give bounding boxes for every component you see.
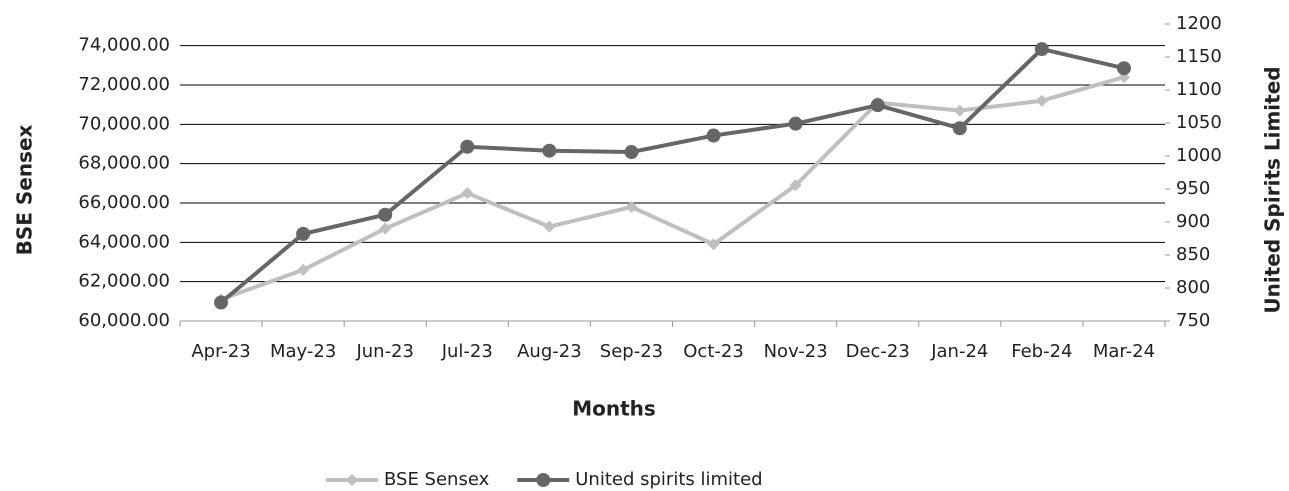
y-tick-label: 70,000.00 bbox=[78, 113, 170, 134]
legend-label: BSE Sensex bbox=[384, 469, 490, 490]
y2-tick-label: 950 bbox=[1176, 178, 1210, 199]
y-tick-label: 68,000.00 bbox=[78, 153, 170, 174]
x-tick-label: Jan-24 bbox=[930, 341, 988, 362]
data-point bbox=[296, 226, 311, 241]
x-tick-label: Sep-23 bbox=[600, 341, 663, 362]
x-axis-title: Months bbox=[572, 397, 656, 421]
x-tick-label: Jun-23 bbox=[355, 341, 414, 362]
y-tick-label: 74,000.00 bbox=[78, 35, 170, 56]
x-tick-label: Apr-23 bbox=[191, 341, 250, 362]
y2-tick-label: 1150 bbox=[1176, 46, 1222, 67]
data-point bbox=[1035, 94, 1048, 107]
legend-label: United spirits limited bbox=[575, 469, 762, 490]
legend-marker bbox=[536, 473, 551, 487]
data-point bbox=[214, 295, 229, 310]
y2-tick-label: 1000 bbox=[1176, 145, 1222, 166]
y-tick-label: 66,000.00 bbox=[78, 192, 170, 213]
legend-marker bbox=[346, 474, 358, 486]
y2-axis-title: United Spirits Limited bbox=[1261, 66, 1285, 313]
x-tick-label: Oct-23 bbox=[683, 341, 744, 362]
data-point bbox=[952, 121, 967, 136]
data-point bbox=[378, 207, 393, 222]
y2-tick-label: 750 bbox=[1176, 310, 1210, 331]
data-point bbox=[543, 220, 556, 233]
data-point bbox=[461, 187, 474, 200]
data-point bbox=[1034, 42, 1049, 57]
y-tick-label: 64,000.00 bbox=[78, 231, 170, 252]
y-tick-label: 60,000.00 bbox=[78, 310, 170, 331]
y-axis-title: BSE Sensex bbox=[13, 124, 37, 255]
x-tick-label: Aug-23 bbox=[517, 341, 582, 362]
data-point bbox=[789, 179, 802, 192]
y2-tick-label: 850 bbox=[1176, 244, 1210, 265]
data-point bbox=[788, 116, 803, 131]
y-tick-label: 62,000.00 bbox=[78, 271, 170, 292]
data-point bbox=[706, 128, 721, 143]
x-tick-label: Dec-23 bbox=[846, 341, 910, 362]
x-tick-label: Jul-23 bbox=[441, 341, 493, 362]
y2-tick-label: 900 bbox=[1176, 211, 1210, 232]
data-point bbox=[707, 238, 720, 251]
series-line bbox=[220, 75, 1125, 302]
data-point bbox=[953, 104, 966, 117]
x-tick-label: Mar-24 bbox=[1093, 341, 1155, 362]
series-line bbox=[219, 46, 1125, 305]
y2-tick-label: 800 bbox=[1176, 277, 1210, 298]
y2-tick-label: 1100 bbox=[1176, 79, 1222, 100]
data-point bbox=[624, 145, 639, 160]
x-tick-label: May-23 bbox=[270, 341, 336, 362]
data-point bbox=[379, 222, 392, 235]
data-point bbox=[1116, 61, 1131, 76]
data-point bbox=[625, 200, 638, 213]
data-point bbox=[460, 139, 475, 154]
y2-tick-label: 1050 bbox=[1176, 112, 1222, 133]
y2-tick-label: 1200 bbox=[1176, 13, 1222, 34]
y-tick-label: 72,000.00 bbox=[78, 74, 170, 95]
x-tick-label: Nov-23 bbox=[764, 341, 828, 362]
data-point bbox=[542, 143, 557, 158]
x-tick-label: Feb-24 bbox=[1011, 341, 1072, 362]
data-point bbox=[297, 263, 310, 276]
data-point bbox=[870, 98, 885, 113]
